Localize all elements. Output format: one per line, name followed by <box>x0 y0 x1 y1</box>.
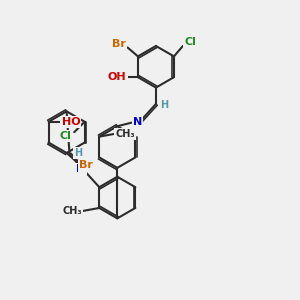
Text: H: H <box>74 148 82 158</box>
Text: H: H <box>160 100 168 110</box>
Text: HO: HO <box>61 117 80 127</box>
Text: Cl: Cl <box>59 131 71 141</box>
Text: Cl: Cl <box>184 38 196 47</box>
Text: N: N <box>133 117 142 127</box>
Text: Br: Br <box>79 160 93 170</box>
Text: CH₃: CH₃ <box>63 206 82 216</box>
Text: N: N <box>76 164 86 174</box>
Text: Br: Br <box>112 39 126 49</box>
Text: OH: OH <box>108 72 126 82</box>
Text: CH₃: CH₃ <box>115 129 135 139</box>
